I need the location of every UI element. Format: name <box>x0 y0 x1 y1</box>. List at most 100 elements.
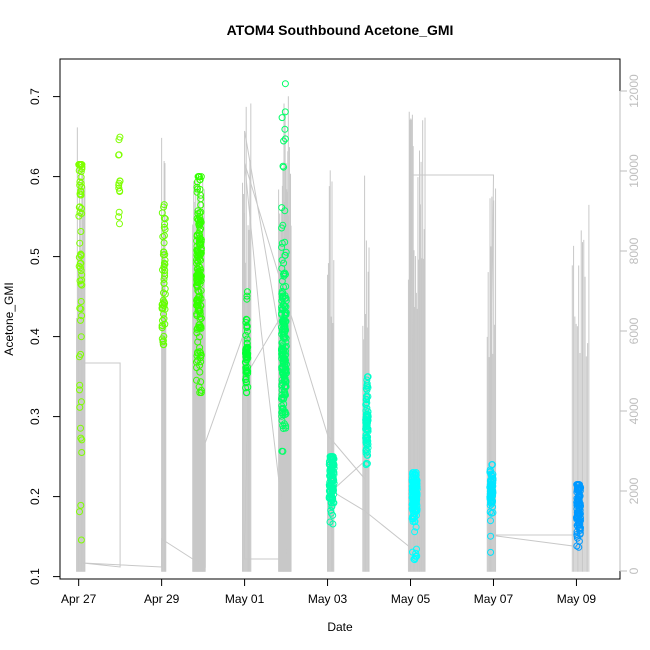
data-point <box>278 204 286 212</box>
data-point <box>363 399 371 407</box>
data-point <box>196 321 204 329</box>
data-point <box>195 383 203 391</box>
data-point <box>76 178 84 186</box>
data-point <box>242 350 250 358</box>
data-point <box>158 322 166 330</box>
data-point <box>326 467 334 475</box>
data-point <box>325 487 333 495</box>
data-point <box>363 416 371 424</box>
data-point <box>362 431 370 439</box>
data-point <box>364 382 371 390</box>
data-point <box>195 173 203 181</box>
data-point <box>282 338 290 346</box>
data-point <box>77 280 85 288</box>
data-point <box>194 207 202 215</box>
data-point <box>193 283 201 291</box>
data-point <box>363 436 371 444</box>
data-point <box>77 434 85 442</box>
data-point <box>576 504 584 512</box>
data-point <box>281 294 289 302</box>
y-right-tick-label: 10000 <box>627 154 641 188</box>
data-point <box>280 137 288 145</box>
data-point <box>76 277 84 285</box>
x-tick-label: May 07 <box>474 592 514 606</box>
data-point <box>363 446 371 454</box>
data-point <box>278 303 286 311</box>
data-point <box>159 296 167 304</box>
data-point <box>75 161 83 169</box>
data-point <box>487 493 495 501</box>
data-point <box>487 517 494 525</box>
data-point <box>364 408 372 416</box>
data-point <box>196 307 204 315</box>
data-point <box>575 521 583 529</box>
data-point <box>278 239 286 247</box>
data-point <box>77 187 85 195</box>
data-point <box>363 441 371 449</box>
data-point <box>77 536 85 544</box>
data-point <box>197 236 205 243</box>
data-point <box>159 337 167 345</box>
data-point <box>243 335 251 343</box>
data-point <box>195 220 203 228</box>
data-point <box>576 492 584 500</box>
altitude-track <box>82 130 582 568</box>
data-point <box>242 384 250 392</box>
data-point <box>326 478 334 486</box>
data-point <box>194 299 202 307</box>
data-point <box>575 537 583 545</box>
data-point <box>77 173 85 181</box>
data-point <box>573 514 580 522</box>
data-point <box>282 383 290 391</box>
x-axis-label: Date <box>327 620 353 634</box>
data-point <box>195 268 202 275</box>
data-point <box>282 422 290 430</box>
data-point <box>196 361 204 369</box>
x-tick-label: May 05 <box>391 592 431 606</box>
data-point <box>158 324 166 332</box>
y-right-tick-label: 12000 <box>627 74 641 108</box>
data-point <box>278 339 286 347</box>
y-right-tick-label: 8000 <box>627 237 641 264</box>
data-point <box>411 481 419 489</box>
data-point <box>330 499 338 507</box>
data-point <box>160 289 167 297</box>
data-point <box>76 381 84 389</box>
data-point <box>278 363 286 371</box>
data-point <box>197 201 205 209</box>
data-point <box>160 275 168 283</box>
data-point <box>363 373 371 381</box>
data-point <box>243 295 251 303</box>
data-point <box>242 375 250 383</box>
data-point <box>364 425 372 433</box>
data-point <box>197 386 205 394</box>
data-point <box>575 500 583 507</box>
data-point <box>77 398 85 406</box>
data-point <box>362 461 370 469</box>
data-point <box>280 283 287 291</box>
data-point <box>197 249 205 257</box>
data-point <box>280 301 288 309</box>
data-point <box>77 333 85 341</box>
data-point <box>116 220 123 228</box>
data-point <box>242 331 250 339</box>
data-point <box>193 183 201 191</box>
data-point <box>412 549 420 557</box>
data-point <box>159 266 166 274</box>
data-point <box>280 317 288 325</box>
data-point <box>161 290 169 298</box>
data-point <box>278 264 286 272</box>
data-point <box>196 324 204 332</box>
data-point <box>196 231 204 239</box>
data-point <box>160 201 168 209</box>
data-point <box>116 187 124 195</box>
data-point <box>76 386 83 394</box>
data-point <box>282 311 290 319</box>
data-point <box>159 317 166 325</box>
data-point <box>412 552 420 560</box>
data-point <box>194 338 202 346</box>
data-point <box>278 114 286 122</box>
data-point <box>243 345 251 353</box>
data-point <box>329 520 337 528</box>
